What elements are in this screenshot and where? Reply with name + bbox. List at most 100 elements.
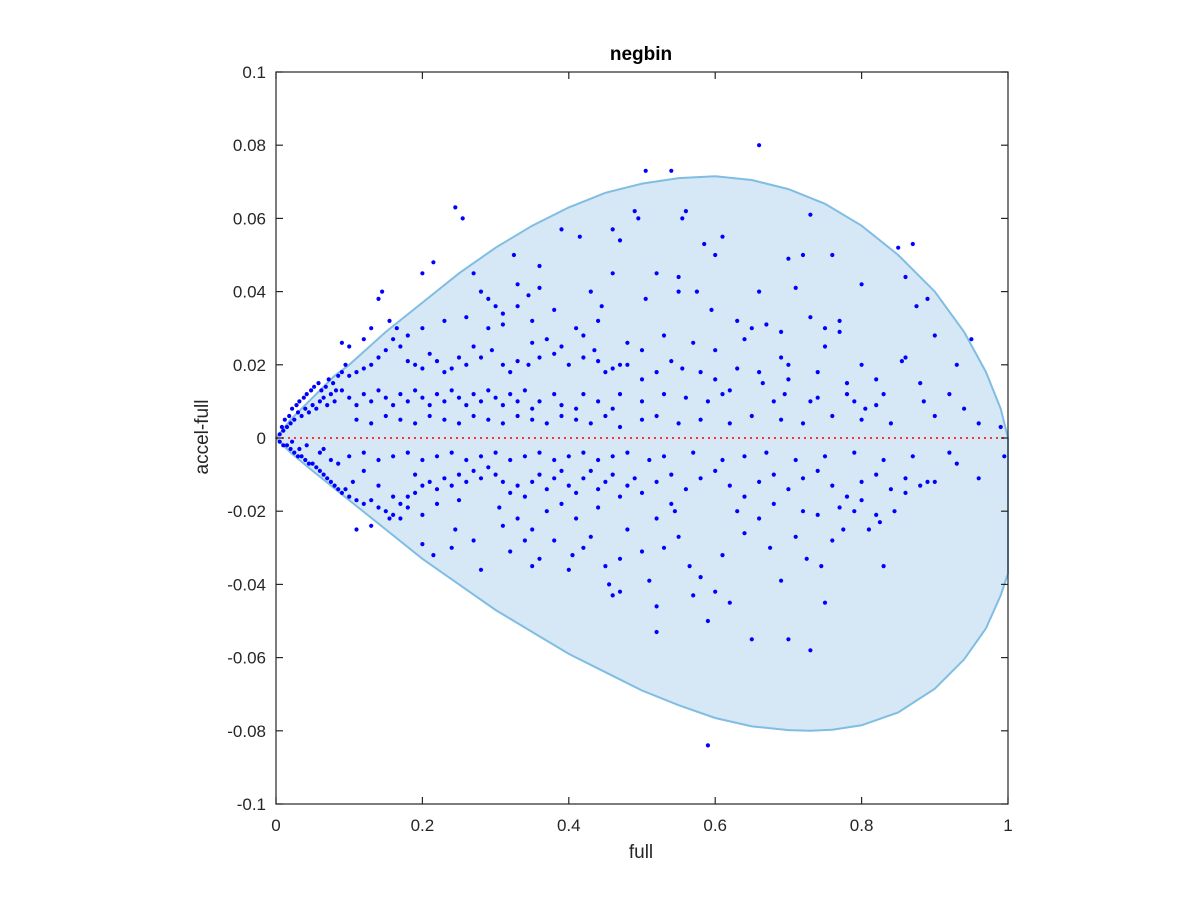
data-point (530, 318, 535, 323)
data-point (304, 443, 309, 448)
data-point (383, 348, 388, 353)
data-point (866, 527, 872, 532)
data-point (647, 578, 652, 583)
data-point (321, 472, 326, 477)
data-point (336, 461, 341, 466)
data-point (639, 399, 645, 404)
data-point (552, 392, 557, 397)
data-point (508, 392, 513, 397)
data-point (325, 476, 330, 481)
data-point (292, 417, 297, 422)
data-point (522, 494, 528, 499)
data-point (574, 516, 579, 521)
data-point (295, 454, 301, 459)
data-point (617, 392, 623, 397)
data-point (742, 337, 747, 342)
data-point (910, 241, 915, 247)
data-point (431, 260, 436, 265)
data-point (544, 337, 549, 342)
data-point (661, 454, 667, 459)
data-point (530, 527, 535, 532)
data-point (354, 403, 359, 408)
data-point (471, 413, 476, 419)
data-point (764, 322, 769, 327)
data-point (413, 472, 418, 477)
data-point (976, 421, 981, 426)
data-point (661, 545, 667, 550)
data-point (757, 479, 762, 484)
data-point (297, 446, 302, 452)
data-point (610, 472, 615, 477)
data-point (420, 271, 425, 276)
data-point (669, 168, 674, 173)
data-point (376, 483, 381, 488)
data-point (295, 410, 301, 415)
data-point (800, 476, 806, 481)
data-point (610, 406, 615, 411)
data-point (559, 501, 564, 506)
data-point (420, 483, 425, 488)
data-point (735, 509, 740, 514)
data-point (552, 307, 557, 312)
data-point (530, 564, 535, 569)
data-point (566, 362, 571, 367)
data-point (376, 457, 381, 463)
data-point (647, 457, 652, 463)
data-point (478, 289, 484, 294)
data-point (413, 421, 418, 426)
data-point (281, 428, 286, 433)
data-point (442, 476, 447, 481)
y-tick-label: -0.02 (227, 502, 266, 521)
data-point (566, 483, 571, 488)
data-point (998, 424, 1003, 430)
data-point (844, 494, 850, 499)
data-point (317, 450, 322, 455)
data-point (691, 340, 696, 345)
data-point (420, 366, 425, 371)
data-point (874, 377, 879, 382)
data-point (588, 468, 593, 473)
data-point (431, 553, 436, 558)
data-point (735, 366, 740, 371)
data-point (282, 417, 287, 422)
data-point (398, 392, 403, 397)
data-point (478, 476, 484, 481)
x-tick-label: 0 (271, 816, 280, 835)
data-point (493, 450, 498, 455)
data-point (486, 417, 491, 422)
data-point (607, 582, 612, 587)
data-point (500, 362, 505, 367)
data-point (574, 490, 579, 495)
data-point (859, 479, 864, 484)
data-point (705, 618, 711, 624)
data-point (742, 454, 747, 459)
data-point (779, 355, 784, 360)
data-point (713, 589, 718, 594)
data-point (881, 392, 886, 397)
data-point (786, 487, 791, 492)
data-point (654, 479, 659, 484)
data-point (515, 304, 520, 309)
data-point (347, 454, 352, 459)
data-point (757, 289, 762, 294)
data-point (771, 501, 776, 506)
data-point (815, 468, 820, 473)
data-point (962, 406, 967, 411)
data-point (954, 362, 959, 367)
data-point (727, 421, 732, 426)
data-point (643, 296, 648, 301)
data-point (918, 483, 923, 488)
data-point (347, 373, 352, 378)
data-point (309, 388, 314, 393)
data-point (500, 403, 505, 408)
data-point (456, 498, 462, 503)
data-point (874, 472, 879, 477)
data-point (350, 479, 355, 484)
data-points (277, 143, 1007, 748)
data-point (332, 483, 337, 488)
data-point (676, 534, 681, 539)
y-tick-label: 0.06 (233, 209, 266, 228)
data-point (903, 274, 908, 280)
data-point (387, 318, 392, 323)
data-point (471, 271, 476, 276)
